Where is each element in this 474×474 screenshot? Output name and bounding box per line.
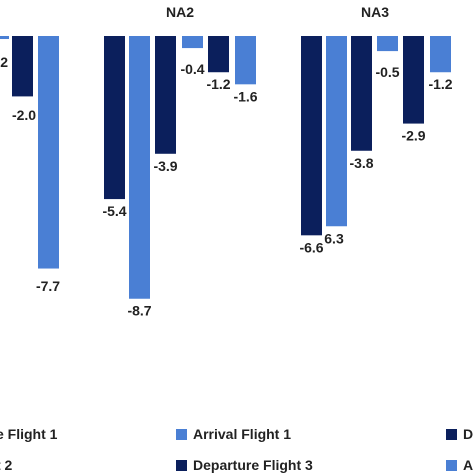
group-label-na3: NA3 [361,4,389,20]
legend-item-2: D [463,426,473,442]
bar-na3-0 [301,36,322,236]
bar-na3-1 [326,36,347,227]
legend-swatch-1 [176,429,187,440]
value-label-na3-3: -0.5 [375,64,399,80]
value-label-na3-2: -3.8 [349,155,373,171]
value-label-na2-2: -3.9 [153,158,177,174]
bar-na2-4 [208,36,229,73]
bar-na2-1 [129,36,150,299]
value-label-na2-5: -1.6 [233,88,257,104]
legend-swatch-2 [446,429,457,440]
legend-item-1: Arrival Flight 1 [193,426,291,442]
bar-partial-2 [38,36,59,269]
bar-na3-2 [351,36,372,151]
legend-item-5: A [463,457,473,473]
bar-na2-5 [235,36,256,85]
group-label-na2: NA2 [166,4,194,20]
value-label-na3-0: -6.6 [299,239,323,255]
legend-swatch-5 [446,460,457,471]
legend-item-4: Departure Flight 3 [193,457,313,473]
value-label-na2-3: -0.4 [180,61,204,77]
legend-swatch-4 [176,460,187,471]
bar-na2-3 [182,36,203,49]
value-label-na2-0: -5.4 [102,203,126,219]
value-label-na2-4: -1.2 [206,76,230,92]
bar-na2-2 [155,36,176,154]
bar-partial-1 [12,36,33,97]
value-label-na3-5: -1.2 [428,76,452,92]
bar-na3-3 [377,36,398,52]
value-label-partial-2: -7.7 [36,278,60,294]
bar-na3-5 [430,36,451,73]
value-label-na3-1: 6.3 [324,230,344,246]
bar-partial-0 [0,36,9,40]
value-label-na3-4: -2.9 [401,128,425,144]
legend-item-0: e Flight 1 [0,426,58,442]
value-label-partial-1: -2.0 [12,107,36,123]
bar-na2-0 [104,36,125,200]
bar-na3-4 [403,36,424,124]
value-label-na2-1: -8.7 [127,303,151,319]
legend-item-3: t 2 [0,457,13,473]
value-label-partial-0: -2 [0,54,8,70]
